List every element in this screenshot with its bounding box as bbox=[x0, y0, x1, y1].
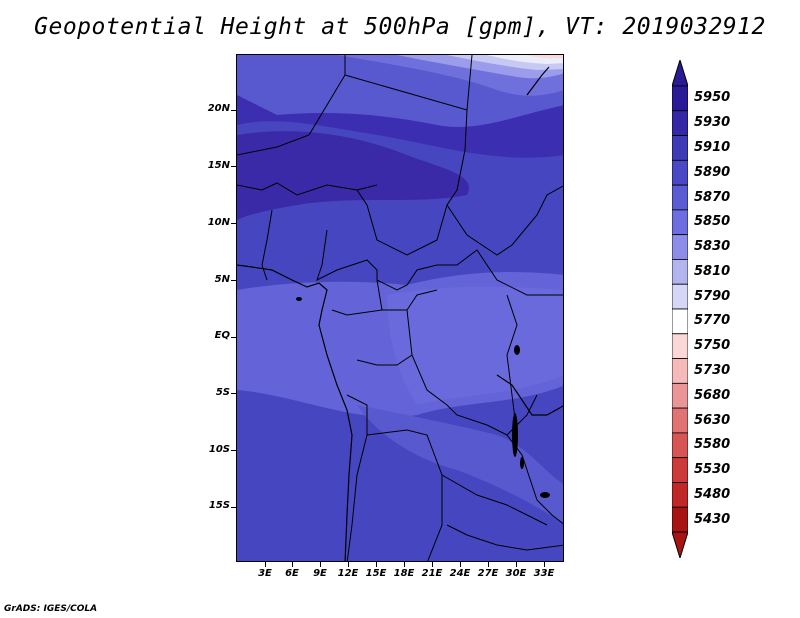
lon-label-12e: 12E bbox=[337, 568, 359, 579]
lon-tick bbox=[348, 562, 349, 567]
lon-tick bbox=[432, 562, 433, 567]
lon-label-27e: 27E bbox=[477, 568, 499, 579]
lon-label-30e: 30E bbox=[505, 568, 527, 579]
lat-tick bbox=[231, 110, 236, 111]
lon-tick bbox=[320, 562, 321, 567]
colorbar-swatch bbox=[672, 457, 688, 483]
colorbar-top-arrow bbox=[672, 60, 688, 87]
lat-label-10s: 10S bbox=[208, 444, 230, 455]
colorbar-swatch bbox=[672, 333, 688, 359]
lon-tick bbox=[488, 562, 489, 567]
lat-tick bbox=[231, 393, 236, 394]
colorbar-swatch bbox=[672, 234, 688, 260]
lon-tick bbox=[265, 562, 266, 567]
colorbar-swatch bbox=[672, 506, 688, 533]
colorbar-swatch bbox=[672, 159, 688, 186]
colorbar-level-label: 5910 bbox=[694, 139, 731, 155]
colorbar-swatch bbox=[672, 358, 688, 384]
lat-label-10n: 10N bbox=[207, 217, 230, 228]
colorbar-level-label: 5830 bbox=[694, 239, 731, 255]
colorbar-level-label: 5770 bbox=[694, 313, 731, 329]
colorbar-swatch bbox=[672, 209, 688, 236]
lon-tick bbox=[376, 562, 377, 567]
lon-tick bbox=[516, 562, 517, 567]
colorbar-swatch bbox=[672, 308, 688, 335]
lat-tick bbox=[231, 223, 236, 224]
colorbar-swatch bbox=[672, 110, 688, 136]
map-title: Geopotential Height at 500hPa [gpm], VT:… bbox=[34, 14, 766, 40]
lon-label-3e: 3E bbox=[258, 568, 272, 579]
lon-tick bbox=[460, 562, 461, 567]
lon-tick bbox=[544, 562, 545, 567]
lat-label-eq: EQ bbox=[214, 330, 230, 341]
colorbar-level-label: 5950 bbox=[694, 90, 731, 106]
colorbar-level-label: 5480 bbox=[694, 486, 731, 502]
colorbar-swatch bbox=[672, 85, 688, 112]
colorbar-bottom-arrow bbox=[672, 531, 688, 558]
colorbar-swatch bbox=[672, 184, 688, 211]
lon-tick bbox=[292, 562, 293, 567]
lat-tick bbox=[231, 166, 236, 167]
colorbar-level-label: 5870 bbox=[694, 189, 731, 205]
colorbar-swatch bbox=[672, 407, 688, 434]
lat-tick bbox=[231, 450, 236, 451]
lat-label-20n: 20N bbox=[207, 103, 230, 114]
colorbar-level-label: 5580 bbox=[694, 437, 731, 453]
lon-label-15e: 15E bbox=[365, 568, 387, 579]
colorbar-level-label: 5930 bbox=[694, 115, 731, 131]
colorbar-level-label: 5850 bbox=[694, 214, 731, 230]
colorbar-level-label: 5790 bbox=[694, 288, 731, 304]
credit-text: GrADS: IGES/COLA bbox=[4, 604, 98, 614]
colorbar-level-label: 5730 bbox=[694, 362, 731, 378]
colorbar-swatch bbox=[672, 283, 688, 310]
geopotential-field bbox=[237, 55, 563, 561]
colorbar bbox=[672, 60, 688, 558]
lon-label-9e: 9E bbox=[313, 568, 327, 579]
colorbar-level-label: 5680 bbox=[694, 387, 731, 403]
lat-label-15n: 15N bbox=[207, 160, 230, 171]
lon-label-21e: 21E bbox=[421, 568, 443, 579]
lon-tick bbox=[404, 562, 405, 567]
colorbar-level-label: 5430 bbox=[694, 511, 731, 527]
colorbar-level-label: 5630 bbox=[694, 412, 731, 428]
lon-label-24e: 24E bbox=[449, 568, 471, 579]
lat-label-5n: 5N bbox=[214, 274, 230, 285]
colorbar-level-label: 5890 bbox=[694, 164, 731, 180]
colorbar-level-label: 5810 bbox=[694, 263, 731, 279]
colorbar-swatch bbox=[672, 482, 688, 508]
colorbar-swatch bbox=[672, 432, 688, 459]
map-panel bbox=[236, 54, 564, 562]
colorbar-swatch bbox=[672, 135, 688, 161]
colorbar-level-label: 5750 bbox=[694, 338, 731, 354]
lon-label-33e: 33E bbox=[533, 568, 555, 579]
colorbar-swatch bbox=[672, 259, 688, 285]
colorbar-swatch bbox=[672, 382, 688, 409]
lon-label-18e: 18E bbox=[393, 568, 415, 579]
lat-tick bbox=[231, 280, 236, 281]
lat-tick bbox=[231, 507, 236, 508]
colorbar-level-label: 5530 bbox=[694, 462, 731, 478]
lat-tick bbox=[231, 337, 236, 338]
lat-label-5s: 5S bbox=[215, 387, 230, 398]
lat-label-15s: 15S bbox=[208, 500, 230, 511]
lon-label-6e: 6E bbox=[285, 568, 299, 579]
